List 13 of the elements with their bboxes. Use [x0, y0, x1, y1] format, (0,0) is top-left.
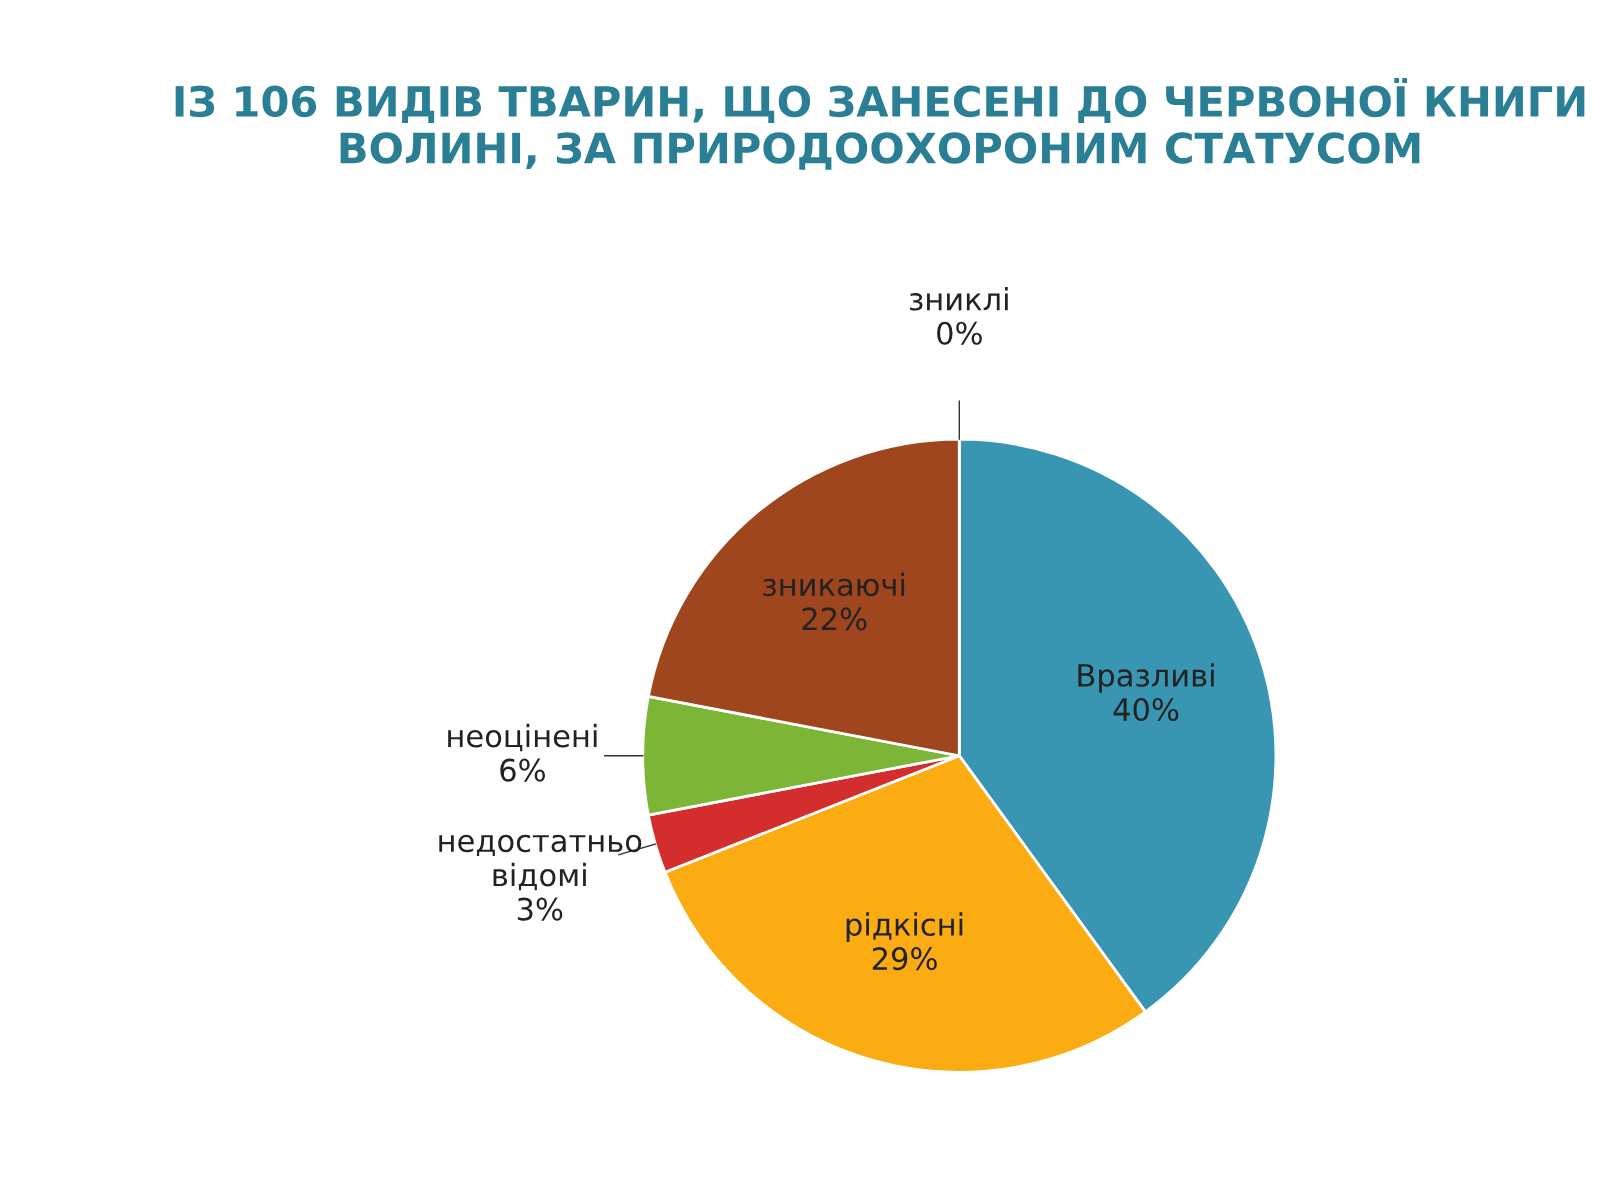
data-label: 29% [872, 947, 937, 971]
chart-title: ІЗ 106 ВИДІВ ТВАРИН, ЩО ЗАНЕСЕНІ ДО ЧЕРВОНОЇ КНИГИ ВОЛИНІ, ЗА ПРИРОДООХОРОНИМ СТАТУСОМ [175, 78, 1585, 170]
data-label: 40% [1113, 697, 1179, 722]
category-label: зниклі [910, 286, 1008, 311]
data-label: 3% [517, 897, 563, 921]
text: 0% [937, 321, 982, 345]
slice-label: рідкісні [846, 912, 963, 942]
slice-label: недостатньо відомі [439, 834, 642, 891]
slice-label: зникаючі [763, 572, 905, 597]
data-label: 6% [500, 758, 545, 782]
data-label: 22% [802, 607, 867, 631]
slice-label: неоцінені [448, 723, 597, 752]
slice-label: Вразливі [1078, 663, 1214, 693]
